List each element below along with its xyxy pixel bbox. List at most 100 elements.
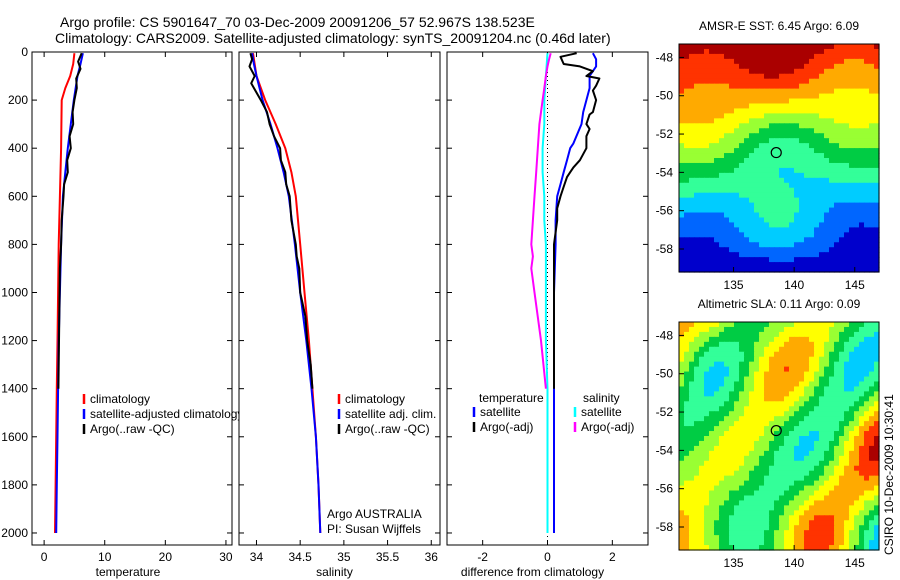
heatmap-cell <box>844 162 850 169</box>
heatmap-cell <box>779 88 785 95</box>
heatmap-cell <box>739 78 745 85</box>
heatmap-cell <box>849 177 855 184</box>
heatmap-cell <box>759 187 765 194</box>
heatmap-cell <box>694 426 700 432</box>
heatmap-cell <box>769 48 775 55</box>
heatmap-cell <box>719 445 725 452</box>
heatmap-cell <box>704 167 710 174</box>
heatmap-cell <box>849 267 855 273</box>
heatmap-cell <box>764 53 770 60</box>
heatmap-cell <box>819 143 825 149</box>
heatmap-cell <box>834 336 840 343</box>
heatmap-cell <box>774 455 780 462</box>
heatmap-cell <box>804 356 810 363</box>
heatmap-cell <box>694 450 700 457</box>
heatmap-cell <box>719 53 725 60</box>
heatmap-cell <box>679 167 685 174</box>
heatmap-cell <box>714 133 720 139</box>
heatmap-cell <box>684 391 690 397</box>
heatmap-cell <box>729 153 735 159</box>
heatmap-cell <box>694 480 700 487</box>
heatmap-cell <box>714 98 720 105</box>
heatmap-cell <box>729 143 735 149</box>
heatmap-cell <box>839 108 845 114</box>
heatmap-cell <box>849 525 855 531</box>
heatmap-cell <box>764 242 770 248</box>
heatmap-cell <box>699 133 705 139</box>
heatmap-cell <box>789 182 795 189</box>
heatmap-cell <box>699 436 705 442</box>
heatmap-cell <box>789 133 795 139</box>
heatmap-cell <box>684 426 690 432</box>
heatmap-cell <box>854 58 860 65</box>
heatmap-cell <box>719 460 725 467</box>
heatmap-cell <box>744 490 750 497</box>
heatmap-cell <box>774 356 780 363</box>
heatmap-cell <box>684 356 690 363</box>
heatmap-cell <box>689 103 695 110</box>
heatmap-cell <box>689 138 695 144</box>
heatmap-cell <box>869 148 875 154</box>
legend-item-label: climatology <box>90 392 150 406</box>
heatmap-cell <box>864 242 870 248</box>
heatmap-cell <box>759 490 765 497</box>
heatmap-cell <box>859 227 865 233</box>
heatmap-cell <box>824 411 830 417</box>
heatmap-cell <box>749 406 755 412</box>
heatmap-cell <box>874 197 880 204</box>
heatmap-cell <box>719 505 725 511</box>
heatmap-cell <box>699 371 705 378</box>
heatmap-cell <box>744 381 750 388</box>
heatmap-cell <box>819 217 825 224</box>
heatmap-cell <box>814 455 820 462</box>
heatmap-cell <box>824 530 830 536</box>
heatmap-cell <box>819 326 825 333</box>
heatmap-cell <box>814 470 820 477</box>
heatmap-cell <box>849 450 855 457</box>
heatmap-cell <box>774 406 780 412</box>
heatmap-cell <box>819 197 825 204</box>
heatmap-cell <box>824 406 830 412</box>
heatmap-cell <box>834 98 840 105</box>
heatmap-cell <box>839 158 845 164</box>
heatmap-cell <box>784 177 790 184</box>
heatmap-cell <box>844 133 850 139</box>
heatmap-cell <box>749 197 755 204</box>
heatmap-cell <box>724 336 730 343</box>
heatmap-cell <box>824 44 830 50</box>
heatmap-cell <box>739 148 745 154</box>
heatmap-cell <box>824 431 830 437</box>
heatmap-cell <box>719 182 725 189</box>
heatmap-cell <box>704 346 710 353</box>
heatmap-cell <box>869 207 875 214</box>
heatmap-cell <box>724 162 730 169</box>
heatmap-cell <box>744 406 750 412</box>
map-x-tick-label: 145 <box>845 278 865 292</box>
heatmap-cell <box>849 257 855 263</box>
heatmap-cell <box>779 391 785 397</box>
heatmap-cell <box>749 128 755 134</box>
heatmap-cell <box>759 510 765 516</box>
heatmap-cell <box>744 455 750 462</box>
heatmap-cell <box>869 257 875 263</box>
heatmap-cell <box>684 93 690 100</box>
heatmap-cell <box>809 68 815 75</box>
heatmap-cell <box>739 242 745 248</box>
heatmap-cell <box>849 351 855 358</box>
heatmap-cell <box>764 227 770 233</box>
heatmap-cell <box>764 177 770 184</box>
heatmap-cell <box>779 515 785 521</box>
heatmap-cell <box>864 63 870 70</box>
heatmap-cell <box>699 336 705 343</box>
heatmap-cell <box>809 515 815 521</box>
heatmap-cell <box>709 217 715 224</box>
heatmap-cell <box>859 510 865 516</box>
heatmap-cell <box>849 123 855 129</box>
heatmap-cell <box>874 252 880 258</box>
heatmap-cell <box>689 421 695 427</box>
heatmap-cell <box>684 416 690 422</box>
heatmap-cell <box>849 485 855 492</box>
heatmap-cell <box>829 267 835 273</box>
heatmap-cell <box>854 436 860 442</box>
heatmap-cell <box>749 83 755 90</box>
